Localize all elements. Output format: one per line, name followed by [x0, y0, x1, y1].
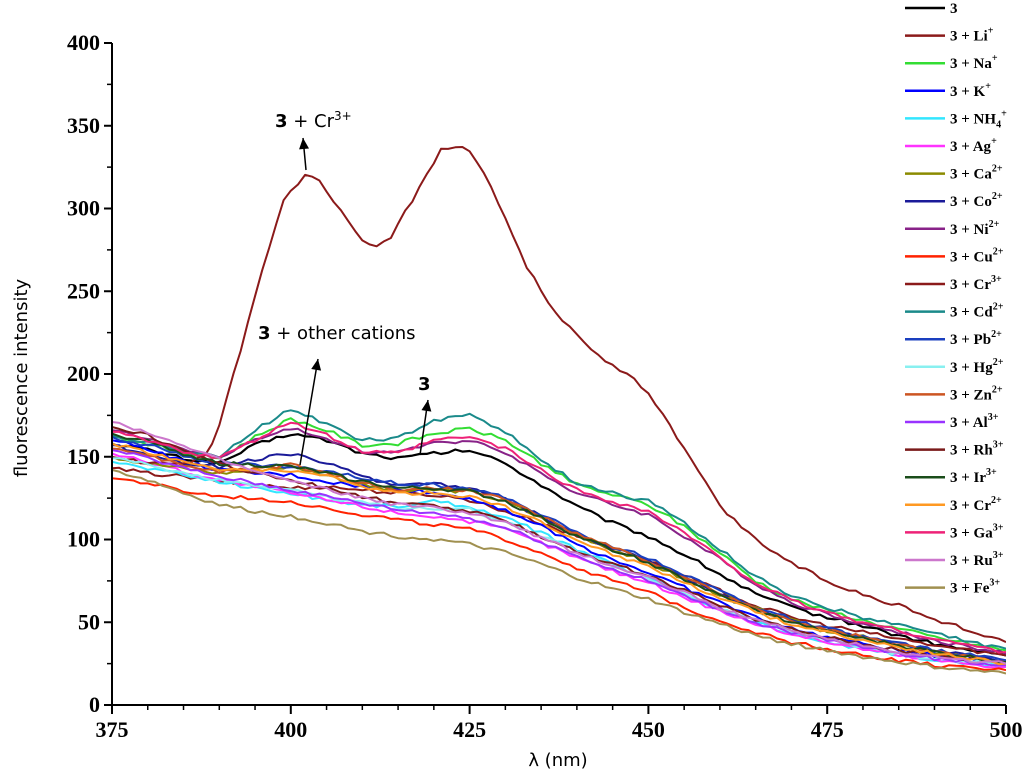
legend-label-1: 3 + Li+: [950, 26, 994, 45]
legend-label-17: 3 + Ir3+: [950, 467, 997, 486]
y-tick-label: 250: [67, 278, 100, 303]
y-tick-label: 50: [78, 609, 100, 634]
series-line-15: [112, 449, 1006, 667]
legend: 3 3 + Li+ 3 + Na+ 3 + K+ 3 + NH4+ 3 + Ag+ 3 + …: [905, 1, 1007, 597]
x-tick-label: 375: [96, 717, 129, 742]
legend-label-10: 3 + Cr3+: [950, 274, 1002, 293]
x-tick-label: 425: [453, 717, 486, 742]
series-line-17: [112, 432, 1006, 664]
x-tick-label: 475: [811, 717, 844, 742]
annotation-other-cations: 3 + other cations: [258, 323, 416, 344]
y-axis-title: fluorescence intensity: [11, 278, 32, 477]
legend-label-6: 3 + Ca2+: [950, 164, 1003, 183]
series-line-9: [112, 477, 1006, 672]
y-tick-label: 400: [67, 30, 100, 55]
series-line-13: [112, 457, 1006, 667]
legend-label-21: 3 + Fe3+: [950, 578, 1000, 597]
series-line-18: [112, 442, 1006, 666]
y-tick-label: 150: [67, 444, 100, 469]
annotations: 3 + Cr3+ 3 + other cations 3: [258, 109, 432, 466]
series-line-19: [112, 421, 1006, 654]
legend-label-19: 3 + Ga3+: [950, 522, 1004, 541]
legend-label-11: 3 + Cd2+: [950, 302, 1004, 321]
legend-label-4: 3 + NH4+: [950, 108, 1007, 130]
series-line-4: [112, 460, 1006, 669]
series-line-21: [112, 469, 1006, 675]
y-tick-label: 0: [89, 692, 100, 717]
legend-label-5: 3 + Ag+: [950, 136, 997, 155]
arrow-3-head: [421, 400, 432, 412]
y-tick-label: 100: [67, 527, 100, 552]
x-tick-label: 500: [990, 717, 1023, 742]
legend-label-9: 3 + Cu2+: [950, 246, 1004, 265]
arrow-cr3-head: [299, 138, 310, 150]
legend-label-20: 3 + Ru3+: [950, 550, 1004, 569]
x-tick-label: 400: [274, 717, 307, 742]
y-tick-label: 350: [67, 113, 100, 138]
legend-label-7: 3 + Co2+: [950, 191, 1003, 210]
legend-label-13: 3 + Hg2+: [950, 357, 1004, 376]
y-tick-label: 200: [67, 361, 100, 386]
legend-label-0: 3: [950, 1, 958, 17]
legend-label-18: 3 + Cr2+: [950, 495, 1002, 514]
annotation-cr3: 3 + Cr3+: [275, 109, 352, 132]
y-tick-label: 300: [67, 196, 100, 221]
legend-label-16: 3 + Rh3+: [950, 440, 1004, 459]
legend-label-14: 3 + Zn2+: [950, 384, 1003, 403]
legend-label-3: 3 + K+: [950, 81, 991, 100]
series-line-2: [112, 417, 1006, 652]
legend-label-15: 3 + Al3+: [950, 412, 999, 431]
series-layer: [112, 146, 1006, 675]
axes: 0 50 100 150 200 250 300 350 400 375 400 425 450 475 5…: [11, 30, 1023, 771]
x-tick-label: 450: [632, 717, 665, 742]
series-line-20: [112, 421, 1006, 665]
arrow-other-cations-head: [311, 359, 322, 371]
arrow-other-cations: [299, 358, 319, 466]
legend-label-8: 3 + Ni2+: [950, 219, 1000, 238]
legend-label-2: 3 + Na+: [950, 53, 998, 72]
annotation-3: 3: [418, 374, 431, 395]
series-line-11: [112, 409, 1006, 650]
series-line-10: [112, 146, 1006, 644]
legend-label-12: 3 + Pb2+: [950, 329, 1002, 348]
x-axis-title: λ (nm): [528, 750, 587, 771]
